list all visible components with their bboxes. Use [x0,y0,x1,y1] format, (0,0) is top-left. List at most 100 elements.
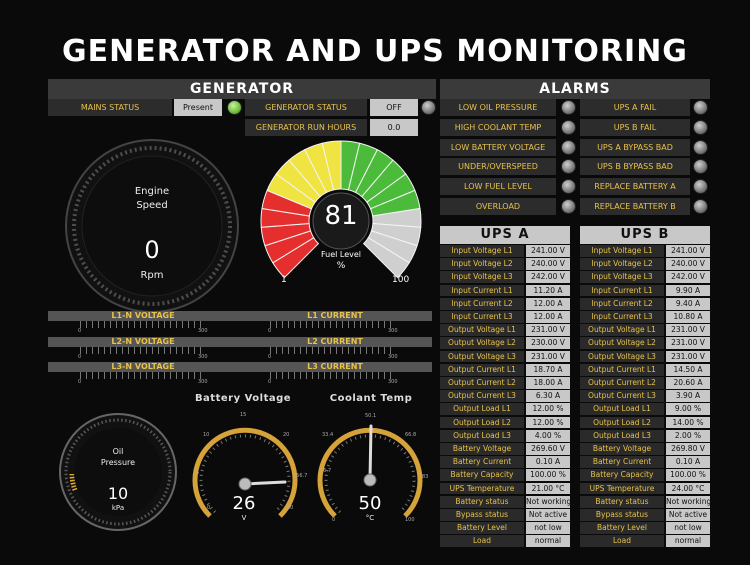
ups-row-value: Not working [666,495,710,508]
voltage-current-bar [48,311,432,321]
ct-tick-4: 66.8 [405,432,417,438]
alarm-label: UPS B BYPASS BAD [580,158,690,176]
ups-row-label: Battery Current [580,456,664,468]
ups-row-value: 269.80 V [666,443,710,455]
ups-row-value: 242.00 V [666,271,710,284]
voltage-bar-label: L2-N VOLTAGE [111,336,175,346]
current-bar-label: L3 CURRENT [307,362,363,371]
ups-row-value: 18.70 A [526,363,570,376]
ups-row-label: Battery Capacity [580,469,664,482]
alarm-label: UPS B FAIL [580,118,690,136]
ups-row-label: Output Load L2 [580,416,664,429]
fuel-level-label: Fuel Level [320,250,362,259]
voltage-bar-label: L1-N VOLTAGE [111,311,175,320]
ups-row-label: Load [440,535,524,548]
alarm-label: HIGH COOLANT TEMP [440,118,556,136]
ups-row-value: 6.30 A [526,390,570,402]
ups-row-label: Input Voltage L3 [580,271,664,284]
ups-row-value: 3.90 A [666,390,710,402]
alarm-led-icon [561,159,576,175]
bv-tick-0: 0 [207,505,211,511]
engine-speed-label2: Speed [136,200,168,211]
bv-max-label: 256.7 [293,473,308,479]
alarm-led-icon [693,199,708,214]
oil-pressure-label2: Pressure [100,458,136,467]
current-scale-min: 0 [268,379,272,385]
voltage-current-bar [48,362,432,372]
generator-status-label: GENERATOR STATUS [245,99,367,116]
alarm-label: OVERLOAD [440,198,556,215]
ups-row-value: 4.00 % [526,429,570,442]
current-scale-min: 0 [268,328,272,334]
ups-row-label: Battery Capacity [440,469,524,482]
ups-row-label: Output Voltage L2 [580,337,664,350]
alarm-label: LOW BATTERY VOLTAGE [440,138,556,156]
ups-row-value: 100.00 % [526,469,570,482]
ups-row-label: UPS Temperature [440,482,524,495]
ups-row-value: 11.20 A [526,284,570,297]
mains-status-label: MAINS STATUS [48,99,172,116]
ups-row-label: Output Current L3 [580,390,664,402]
current-scale-ticks [270,321,396,328]
ups-row-label: Output Load L3 [440,429,524,442]
ups-row-value: 20.60 A [666,377,710,389]
ups-row-label: Output Voltage L1 [580,324,664,336]
current-scale-ticks [270,372,396,379]
ct-tick-0: 0 [332,517,336,523]
ct-tick-5: 83 [422,474,429,480]
voltage-scale-min: 0 [78,328,82,334]
ups-row-label: Load [580,535,664,548]
ups-row-value: 9.00 % [666,403,710,416]
battery-voltage-title: Battery Voltage [194,393,292,404]
coolant-temp-value: 50 [358,493,382,514]
fuel-gauge-segment [362,237,410,279]
ct-tick-2: 33.4 [322,432,334,438]
ups-row-value: 269.60 V [526,443,570,455]
ups-row-value: not low [666,522,710,534]
ups-row-label: Battery Current [440,456,524,468]
ups-row-label: UPS Temperature [580,482,664,495]
ups-row-label: Input Voltage L1 [440,245,524,257]
ups-row-value: normal [526,535,570,548]
alarm-led-icon [561,100,576,115]
ups-row-label: Output Voltage L3 [580,350,664,363]
ups-row-value: 242.00 V [526,271,570,284]
alarm-led-icon [693,159,708,175]
ups-row-label: Battery Voltage [580,443,664,455]
ups-row-value: 0.10 A [666,456,710,468]
engine-speed-unit: Rpm [140,270,164,281]
alarm-label: UPS A FAIL [580,99,690,116]
bv-tick-4: 20 [283,432,290,438]
oil-pressure-gauge [59,413,177,531]
voltage-current-bar [48,336,432,347]
ups-row-value: 12.00 A [526,311,570,323]
voltage-scale-max: 300 [198,353,208,360]
alarm-label: LOW OIL PRESSURE [440,99,556,116]
ups-row-label: Output Voltage L2 [440,337,524,350]
current-bar-label: L1 CURRENT [307,311,363,320]
ups-row-label: Bypass status [580,509,664,521]
alarm-led-icon [693,119,708,135]
ups-row-value: 24.00 °C [666,482,710,495]
coolant-temp-gauge [317,424,423,518]
ups-row-label: Input Current L1 [440,284,524,297]
alarm-led-icon [693,179,708,195]
bv-tick-6: 30 [287,505,294,511]
ups-row-label: Output Load L3 [580,429,664,442]
battery-voltage-value: 26 [232,493,256,514]
current-scale-max: 300 [388,328,398,334]
ups-row-label: Battery status [580,495,664,508]
ups-row-value: 230.00 V [526,337,570,350]
ups-row-value: 0.10 A [526,456,570,468]
ups-row-label: Battery Voltage [440,443,524,455]
ups-row-value: Not active [526,509,570,521]
oil-pressure-label1: Oil [112,447,124,456]
generator-status-led-icon [421,100,436,115]
ups-row-label: Output Load L1 [580,403,664,416]
ups-row-value: 231.00 V [526,350,570,363]
voltage-scale-max: 300 [198,328,208,334]
ups-row-label: Battery Level [440,522,524,534]
run-hours-value: 0.0 [370,119,418,136]
ups-row-value: 100.00 % [666,469,710,482]
fuel-level-value: 81 [324,201,358,231]
